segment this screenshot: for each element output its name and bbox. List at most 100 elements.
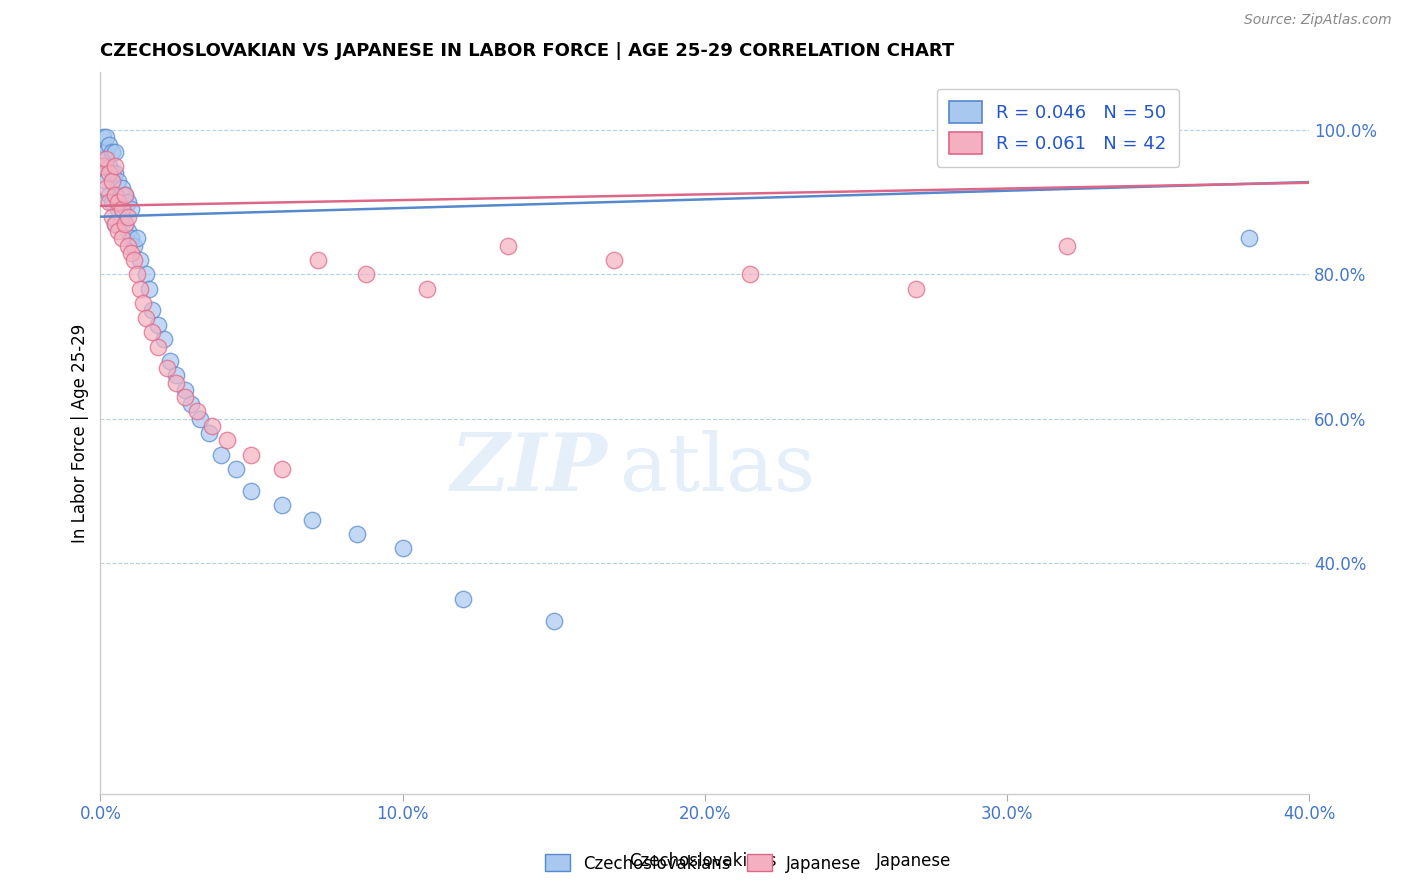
Point xyxy=(110,202,132,217)
Point xyxy=(905,282,928,296)
Point xyxy=(107,195,129,210)
Point xyxy=(174,390,197,404)
Point xyxy=(120,245,142,260)
Point xyxy=(122,238,145,252)
Point xyxy=(543,614,565,628)
Point xyxy=(1237,231,1260,245)
Point xyxy=(209,448,232,462)
Point xyxy=(135,310,157,325)
Point xyxy=(125,268,148,282)
Point xyxy=(135,268,157,282)
Point xyxy=(114,188,136,202)
Point xyxy=(101,173,124,187)
Point xyxy=(98,188,121,202)
Point xyxy=(104,159,127,173)
Text: atlas: atlas xyxy=(620,430,815,508)
Point xyxy=(217,434,239,448)
Point xyxy=(240,448,263,462)
Point xyxy=(146,339,169,353)
Point xyxy=(107,173,129,187)
Point xyxy=(950,123,973,137)
Point xyxy=(391,541,413,556)
Point xyxy=(153,332,176,346)
Point xyxy=(93,159,115,173)
Point xyxy=(141,325,163,339)
Point xyxy=(122,252,145,267)
Point xyxy=(141,303,163,318)
Point xyxy=(104,217,127,231)
Point xyxy=(128,282,150,296)
Point xyxy=(117,195,139,210)
Point xyxy=(110,181,132,195)
Point xyxy=(165,368,187,383)
Point xyxy=(114,188,136,202)
Point xyxy=(98,195,121,210)
Point xyxy=(186,404,208,418)
Point xyxy=(415,282,437,296)
Point xyxy=(117,210,139,224)
Point xyxy=(110,231,132,245)
Legend: R = 0.046   N = 50, R = 0.061   N = 42: R = 0.046 N = 50, R = 0.061 N = 42 xyxy=(936,88,1180,167)
Point xyxy=(131,296,153,310)
Point xyxy=(240,483,263,498)
Point xyxy=(198,425,221,440)
Point xyxy=(270,462,292,476)
Point xyxy=(146,318,169,332)
Text: ZIP: ZIP xyxy=(451,430,607,508)
Point xyxy=(98,166,121,180)
Point xyxy=(107,224,129,238)
Point xyxy=(1056,238,1078,252)
Point xyxy=(225,462,247,476)
Point xyxy=(96,145,118,159)
Point xyxy=(107,202,129,217)
Point xyxy=(738,268,761,282)
Point xyxy=(128,252,150,267)
Point xyxy=(120,202,142,217)
Point xyxy=(270,498,292,512)
Y-axis label: In Labor Force | Age 25-29: In Labor Force | Age 25-29 xyxy=(72,324,89,542)
Point xyxy=(114,217,136,231)
Point xyxy=(120,231,142,245)
Point xyxy=(96,173,118,187)
Point xyxy=(156,361,179,376)
Point xyxy=(117,224,139,238)
Point xyxy=(174,383,197,397)
Point xyxy=(101,210,124,224)
Point xyxy=(104,188,127,202)
Point xyxy=(346,527,368,541)
Point xyxy=(93,130,115,145)
Point xyxy=(301,513,323,527)
Point xyxy=(356,268,378,282)
Point xyxy=(138,282,160,296)
Point xyxy=(117,238,139,252)
Point xyxy=(188,411,211,425)
Text: Source: ZipAtlas.com: Source: ZipAtlas.com xyxy=(1244,13,1392,28)
Point xyxy=(96,181,118,195)
Point xyxy=(93,152,115,166)
Point xyxy=(104,217,127,231)
Legend: Czechoslovakians, Japanese: Czechoslovakians, Japanese xyxy=(538,847,868,880)
Point xyxy=(104,145,127,159)
Point xyxy=(101,195,124,210)
Point xyxy=(125,231,148,245)
Point xyxy=(98,159,121,173)
Point xyxy=(159,354,181,368)
Point xyxy=(104,166,127,180)
Point xyxy=(451,591,474,606)
Point xyxy=(165,376,187,390)
Point xyxy=(96,130,118,145)
Text: Japanese: Japanese xyxy=(876,852,952,870)
Text: CZECHOSLOVAKIAN VS JAPANESE IN LABOR FORCE | AGE 25-29 CORRELATION CHART: CZECHOSLOVAKIAN VS JAPANESE IN LABOR FOR… xyxy=(100,42,955,60)
Text: Czechoslovakians: Czechoslovakians xyxy=(630,852,776,870)
Point xyxy=(201,418,224,433)
Point xyxy=(98,137,121,152)
Point xyxy=(603,252,626,267)
Point xyxy=(96,152,118,166)
Point xyxy=(101,145,124,159)
Point xyxy=(307,252,329,267)
Point xyxy=(114,217,136,231)
Point xyxy=(104,188,127,202)
Point xyxy=(101,166,124,180)
Point xyxy=(110,210,132,224)
Point xyxy=(498,238,520,252)
